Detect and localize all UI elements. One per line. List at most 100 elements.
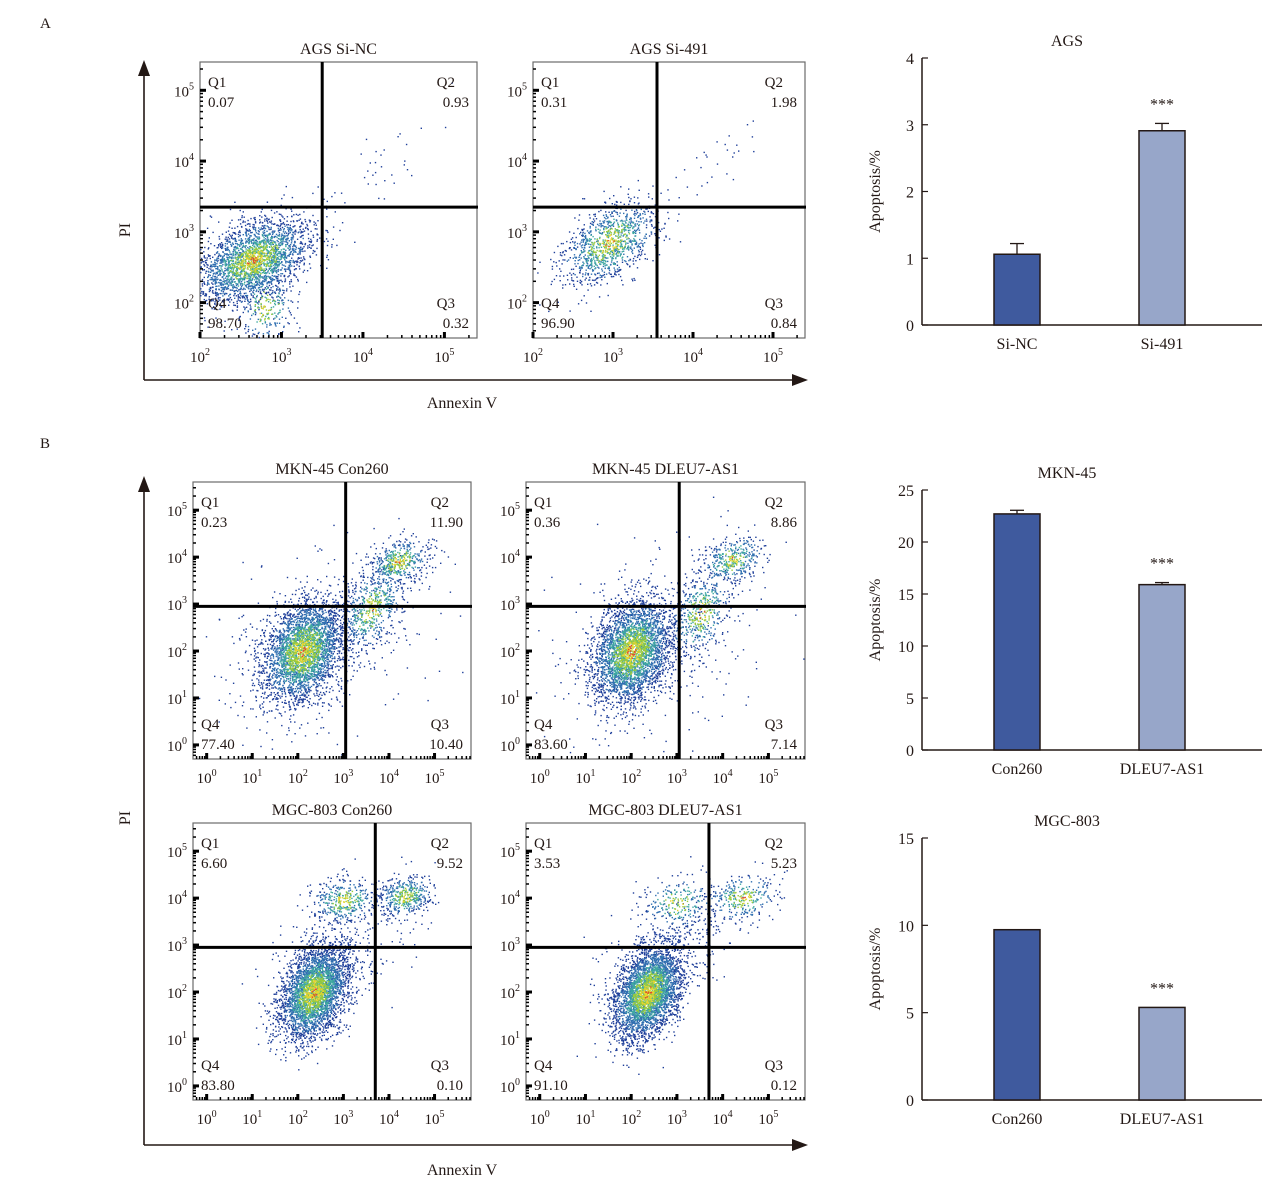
data-point [225,243,226,244]
data-point [601,279,602,280]
data-point [591,248,592,249]
data-point [318,186,319,187]
data-point [638,215,639,216]
data-point [581,284,582,285]
data-point [233,287,234,288]
data-point [240,295,241,296]
data-point [269,289,270,290]
data-point [244,301,245,302]
data-point [283,251,284,252]
data-point [637,217,638,218]
data-point [259,241,260,242]
data-point [627,227,628,228]
data-point [597,265,598,266]
data-point [396,642,397,643]
data-point [308,596,309,597]
data-point [588,257,589,258]
data-point [234,250,235,251]
data-point [644,214,645,215]
data-point [304,592,305,593]
data-point [253,271,254,272]
data-point [303,705,304,706]
data-point [299,266,300,267]
data-point [614,204,615,205]
data-point [268,239,269,240]
data-point [262,703,263,704]
data-point [219,269,220,270]
data-point [275,709,276,710]
data-point [604,217,605,218]
data-point [583,239,584,240]
data-point [611,257,612,258]
data-point [363,580,364,581]
data-point [254,253,255,254]
data-point [634,280,635,281]
data-point [242,267,243,268]
data-point [391,633,392,634]
data-point [652,198,653,199]
data-point [646,227,647,228]
data-point [292,302,293,303]
data-point [587,255,588,256]
data-point [258,657,259,658]
data-point [319,713,320,714]
data-point [618,226,619,227]
data-point [258,332,259,333]
data-point [589,268,590,269]
data-point [381,644,382,645]
data-point [231,254,232,255]
data-point [428,542,429,543]
data-point [288,730,289,731]
data-point [290,209,291,210]
data-point [264,318,265,319]
data-point [641,209,642,210]
data-point [398,579,399,580]
data-point [204,269,205,270]
data-point [242,262,243,263]
data-point [292,702,293,703]
data-point [621,229,622,230]
data-point [272,243,273,244]
data-point [726,173,727,174]
data-point [289,283,290,284]
data-point [624,225,625,226]
data-point [593,214,594,215]
data-point [563,275,564,276]
data-point [310,247,311,248]
data-point [351,649,352,650]
data-point [620,220,621,221]
data-point [320,592,321,593]
data-point [297,307,298,308]
data-point [598,231,599,232]
data-point [648,196,649,197]
data-point [421,128,422,129]
data-point [246,278,247,279]
data-point [404,611,405,612]
data-point [238,618,239,619]
data-point [633,263,634,264]
data-point [299,214,300,215]
data-point [593,257,594,258]
data-point [579,255,580,256]
data-point [228,305,229,306]
data-point [610,214,611,215]
data-point [276,234,277,235]
data-point [313,250,314,251]
data-point [634,202,635,203]
data-point [563,251,564,252]
data-point [221,262,222,263]
data-point [323,596,324,597]
data-point [265,321,266,322]
data-point [243,288,244,289]
data-point [580,270,581,271]
data-point [615,246,616,247]
data-point [208,247,209,248]
data-point [317,703,318,704]
data-point [297,258,298,259]
data-point [243,234,244,235]
data-point [258,236,259,237]
data-point [647,259,648,260]
data-point [243,243,244,244]
data-point [215,268,216,269]
